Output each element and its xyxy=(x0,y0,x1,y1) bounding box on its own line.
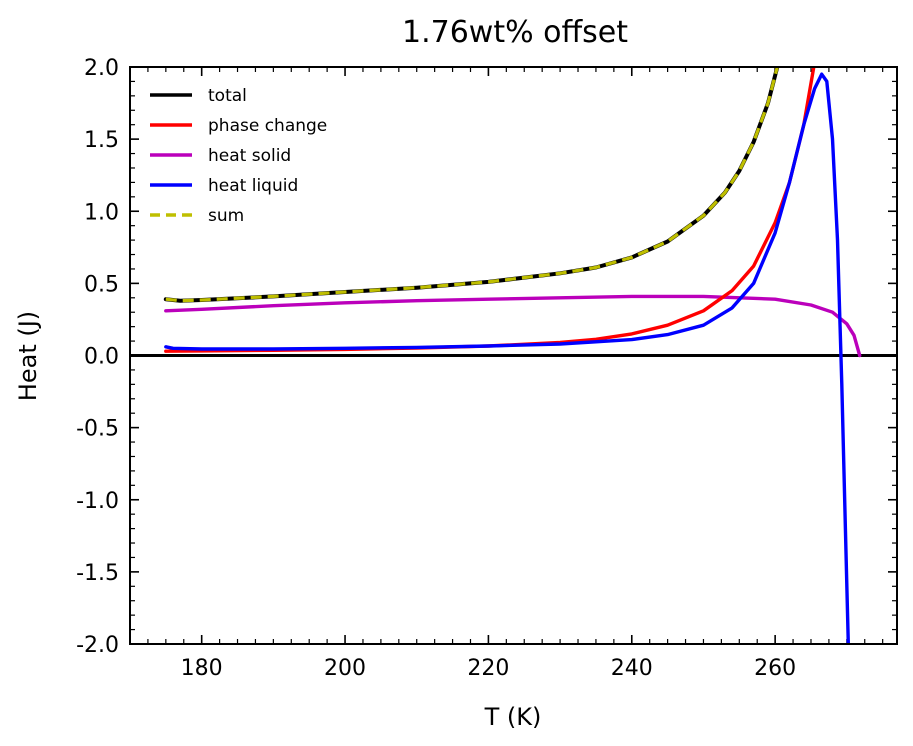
plot-frame xyxy=(129,66,898,645)
chart-title: 1.76wt% offset xyxy=(402,15,628,50)
series-group xyxy=(130,67,897,644)
y-tick-label: 1.0 xyxy=(84,200,119,225)
series-line-sum xyxy=(165,67,779,303)
series-line-heat-solid xyxy=(164,294,862,358)
legend-label-phase-change: phase change xyxy=(208,116,327,136)
legend-label-heat-solid: heat solid xyxy=(208,146,291,166)
axis-ticks: 180 200 220 240 260 2.0 1.5 1.0 0.5 0.0 -0.5 -1.0 -1… xyxy=(76,56,897,681)
x-tick-label: 200 xyxy=(324,656,366,681)
x-tick-label: 220 xyxy=(467,656,509,681)
y-tick-label: -0.5 xyxy=(76,417,119,442)
y-tick-label: 2.0 xyxy=(84,56,119,81)
legend: total phase change heat solid heat liquid su… xyxy=(150,86,327,226)
series-line-phase-change xyxy=(164,67,816,353)
legend-label-heat-liquid: heat liquid xyxy=(208,176,298,196)
series-line-heat-liquid xyxy=(164,72,850,644)
y-tick-label: 0.0 xyxy=(84,345,119,370)
y-tick-label: -1.5 xyxy=(76,561,119,586)
y-axis-label: Heat (J) xyxy=(14,311,42,401)
x-axis-label: T (K) xyxy=(484,703,542,731)
y-tick-label: 0.5 xyxy=(84,272,119,297)
legend-label-sum: sum xyxy=(208,206,244,226)
y-tick-label: 1.5 xyxy=(84,128,119,153)
y-tick-label: -1.0 xyxy=(76,489,119,514)
legend-label-total: total xyxy=(208,86,247,106)
x-tick-label: 180 xyxy=(181,656,223,681)
x-tick-label: 260 xyxy=(754,656,796,681)
x-tick-label: 240 xyxy=(611,656,653,681)
y-tick-label: -2.0 xyxy=(76,633,119,658)
